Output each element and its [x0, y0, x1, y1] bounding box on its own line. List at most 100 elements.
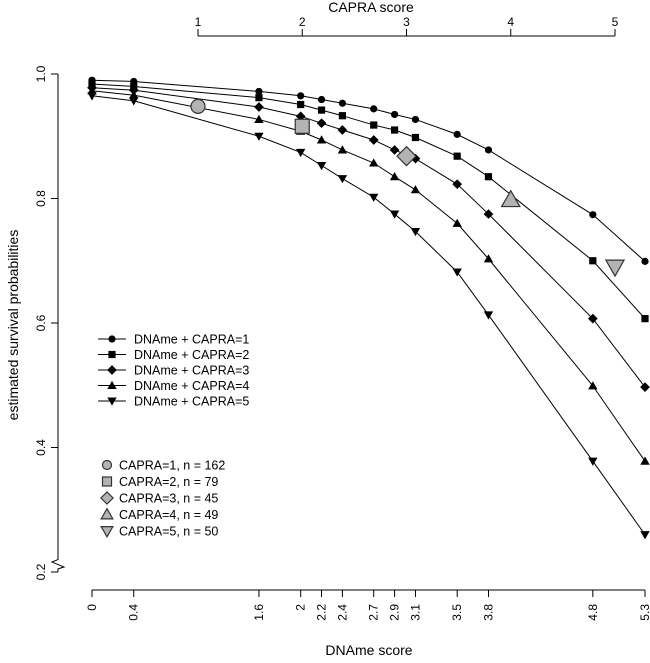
series-point [389, 210, 400, 219]
top-tick-label: 5 [612, 15, 619, 29]
series-point [337, 175, 348, 184]
series-point [337, 145, 348, 154]
series-point [368, 135, 379, 145]
x-axis-title: DNAme score [325, 642, 412, 658]
series-point [452, 179, 463, 190]
series-point [389, 145, 400, 155]
series-point [640, 382, 650, 392]
capra-point [294, 118, 310, 134]
series-point [453, 130, 461, 138]
series-point [369, 158, 379, 167]
capra-point [604, 259, 626, 278]
series-point [410, 227, 421, 237]
y-axis-title: estimated survival probabilities [5, 230, 21, 421]
series-point [369, 193, 379, 202]
x-tick-label: 0.4 [127, 604, 141, 621]
y-tick-label: 0.2 [34, 563, 48, 580]
x-tick-label: 2.7 [367, 604, 381, 621]
y-tick-label: 0.4 [34, 439, 48, 456]
series-point [483, 254, 494, 263]
series-point [316, 135, 327, 144]
x-tick-label: 2 [294, 604, 308, 611]
series-point [588, 381, 598, 390]
x-tick-label: 3.5 [450, 604, 464, 621]
series-point [317, 95, 326, 104]
top-tick-label: 1 [195, 15, 202, 29]
series-point [338, 99, 347, 107]
series-point [295, 148, 306, 158]
series-point [129, 90, 139, 99]
legend-capra-label: CAPRA=2, n = 79 [119, 475, 218, 489]
series-point [640, 456, 650, 465]
series-point [255, 94, 263, 102]
series-point [254, 114, 264, 123]
series-point [483, 311, 494, 320]
legend-label: DNAme + CAPRA=3 [134, 364, 249, 378]
series-point [410, 185, 421, 194]
series-point [389, 172, 400, 181]
series-point [255, 87, 263, 96]
x-tick-label: 0 [85, 604, 99, 611]
legend-capra-label: CAPRA=5, n = 50 [119, 525, 218, 539]
legend-capra-label: CAPRA=4, n = 49 [119, 508, 218, 522]
series-point [317, 106, 326, 114]
series-point [337, 125, 348, 135]
series-point [316, 161, 327, 171]
legend-marker [107, 380, 117, 390]
series-point [370, 105, 378, 113]
legend-capra-marker [101, 459, 113, 471]
series-line-capra-1 [91, 79, 646, 262]
legend-label: DNAme + CAPRA=5 [134, 395, 249, 409]
series-point [641, 257, 649, 265]
series-point [297, 100, 305, 109]
x-tick-label: 2.9 [388, 604, 402, 621]
legend-capra-label: CAPRA=1, n = 162 [119, 459, 225, 473]
series-point [484, 173, 493, 181]
series-point [587, 313, 598, 324]
legend-capra-marker [100, 526, 114, 539]
series-point [128, 85, 139, 96]
series-point [316, 118, 327, 129]
series-point [129, 97, 139, 106]
x-tick-label: 4.8 [586, 604, 600, 621]
series-point [338, 112, 347, 120]
series-point [641, 315, 649, 323]
legend-capra-marker [101, 476, 113, 487]
top-axis-title: CAPRA score [328, 0, 414, 15]
series-point [483, 209, 494, 219]
capra-point [190, 98, 206, 114]
series-point [589, 257, 597, 265]
legend-capra-marker [100, 491, 114, 505]
y-tick-label: 0.8 [34, 190, 48, 207]
series-point [297, 92, 305, 100]
legend-capra-label: CAPRA=3, n = 45 [119, 492, 218, 506]
legend-capra-marker [100, 507, 114, 520]
x-tick-label: 3.8 [481, 604, 495, 621]
series-point [254, 132, 264, 141]
series-point [87, 86, 97, 95]
legend-label: DNAme + CAPRA=4 [134, 379, 249, 393]
legend-marker [108, 335, 116, 343]
legend-label: DNAme + CAPRA=2 [134, 348, 249, 362]
y-axis-line [50, 74, 66, 572]
series-point [589, 211, 597, 219]
series-point [390, 126, 399, 134]
legend-marker [107, 397, 117, 406]
x-tick-label: 2.2 [315, 604, 329, 621]
capra-point [500, 189, 521, 208]
y-tick-label: 1.0 [34, 65, 48, 82]
top-tick-label: 3 [403, 15, 410, 29]
series-point [588, 457, 598, 466]
series-point [411, 133, 420, 142]
series-point [370, 121, 378, 129]
x-tick-label: 1.6 [252, 604, 266, 621]
series-point [453, 152, 461, 160]
series-point [452, 218, 462, 227]
series-point [87, 92, 97, 101]
capra-point [396, 145, 417, 167]
legend-marker [108, 350, 116, 359]
series-point [484, 146, 493, 154]
x-tick-label: 3.1 [408, 604, 422, 621]
series-point [411, 115, 420, 124]
